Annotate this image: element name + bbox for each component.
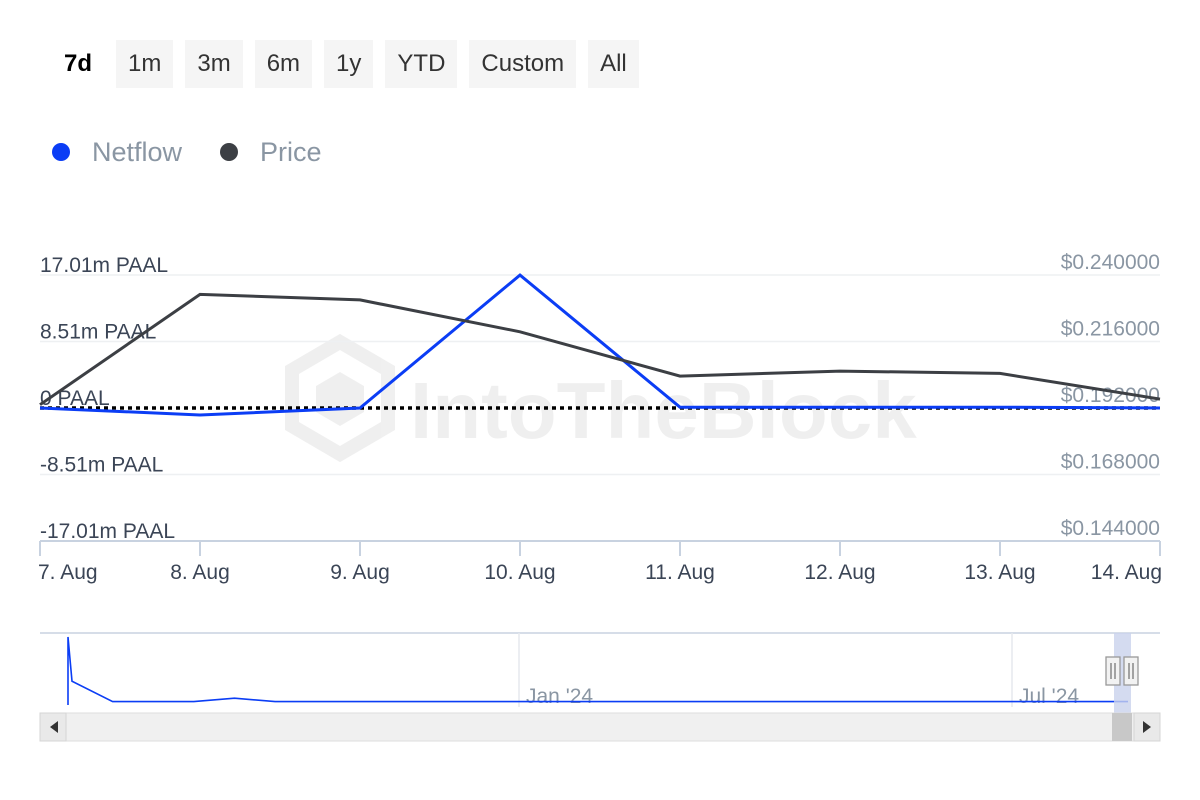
chart-legend: Netflow Price xyxy=(52,132,360,172)
series-line-price xyxy=(39,292,1161,406)
left-axis-tick-label: -8.51m PAAL xyxy=(40,454,163,477)
navigator-series-line xyxy=(67,636,1128,705)
navigator-left-handle[interactable] xyxy=(1105,656,1121,686)
right-axis-tick-label: $0.144000 xyxy=(1061,517,1160,540)
range-button-all[interactable]: All xyxy=(588,40,639,88)
time-range-selector: 7d 1m 3m 6m 1y YTD Custom All xyxy=(52,40,651,88)
legend-item-netflow[interactable]: Netflow xyxy=(52,137,182,168)
range-button-custom[interactable]: Custom xyxy=(469,40,577,88)
legend-label: Price xyxy=(260,136,322,167)
x-axis-tick-label: 14. Aug xyxy=(1091,561,1162,584)
triangle-left-icon xyxy=(50,721,58,733)
navigator: Jan '24 Jul '24 xyxy=(39,632,1161,742)
navigator-scrollbar-thumb[interactable] xyxy=(1112,713,1132,741)
left-axis-ticks: 17.01m PAAL 8.51m PAAL 0 PAAL -8.51m PAAL -1… xyxy=(40,254,175,543)
navigator-label: Jan '24 xyxy=(526,685,593,708)
watermark-logo-icon xyxy=(285,333,395,463)
grid-lines xyxy=(40,274,1160,542)
x-axis: 7. Aug 8. Aug 9. Aug 10. Aug 11. Aug 12. Aug 1… xyxy=(38,540,1162,584)
scroll-left-button[interactable] xyxy=(39,712,67,742)
legend-item-price[interactable]: Price xyxy=(220,137,322,168)
range-button-6m[interactable]: 6m xyxy=(254,40,313,88)
triangle-right-icon xyxy=(1143,721,1151,733)
legend-label: Netflow xyxy=(92,136,183,167)
right-axis-tick-label: $0.192000 xyxy=(1061,384,1160,407)
x-axis-tick-label: 13. Aug xyxy=(964,561,1035,584)
range-button-3m[interactable]: 3m xyxy=(185,40,243,88)
range-button-ytd[interactable]: YTD xyxy=(385,40,458,88)
x-axis-tick-label: 10. Aug xyxy=(484,561,555,584)
x-axis-tick-label: 11. Aug xyxy=(645,561,715,584)
x-axis-tick-label: 9. Aug xyxy=(330,561,390,584)
range-button-7d[interactable]: 7d xyxy=(52,40,105,88)
left-axis-tick-label: 8.51m PAAL xyxy=(40,321,156,344)
watermark: IntoTheBlock xyxy=(285,333,917,463)
x-axis-tick-label: 7. Aug xyxy=(38,561,98,584)
navigator-selection[interactable] xyxy=(1114,633,1131,741)
left-axis-tick-label: -17.01m PAAL xyxy=(40,520,175,543)
legend-dot-icon xyxy=(52,143,70,161)
series-line-netflow xyxy=(39,273,1161,417)
navigator-right-handle[interactable] xyxy=(1123,656,1139,686)
x-axis-tick-label: 8. Aug xyxy=(170,561,230,584)
watermark-text: IntoTheBlock xyxy=(410,366,917,455)
right-axis-tick-label: $0.240000 xyxy=(1061,251,1160,274)
range-button-1y[interactable]: 1y xyxy=(324,40,374,88)
series-lines xyxy=(39,273,1161,417)
navigator-scrollbar-track[interactable] xyxy=(39,712,1161,742)
navigator-label: Jul '24 xyxy=(1019,685,1079,708)
right-axis-tick-label: $0.216000 xyxy=(1061,318,1160,341)
left-axis-tick-label: 17.01m PAAL xyxy=(40,254,168,277)
x-axis-tick-label: 12. Aug xyxy=(804,561,875,584)
left-axis-tick-label: 0 PAAL xyxy=(40,387,110,410)
right-axis-ticks: $0.240000 $0.216000 $0.192000 $0.168000 $0.1… xyxy=(1061,251,1160,540)
right-axis-tick-label: $0.168000 xyxy=(1061,451,1160,474)
range-button-1m[interactable]: 1m xyxy=(116,40,174,88)
legend-dot-icon xyxy=(220,143,239,161)
scroll-right-button[interactable] xyxy=(1133,712,1161,742)
